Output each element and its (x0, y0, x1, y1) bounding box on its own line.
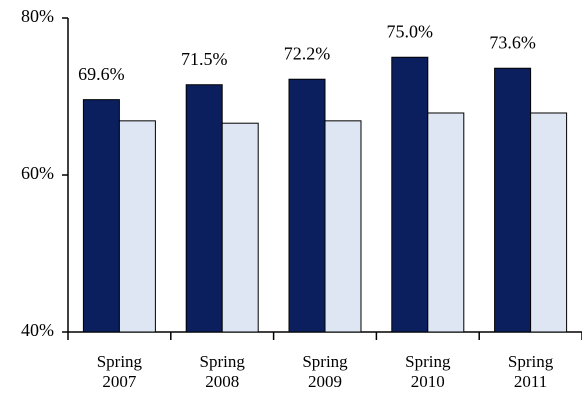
y-tick-label: 60% (21, 163, 54, 183)
bar (288, 78, 326, 333)
y-tick-label: 40% (21, 320, 54, 340)
data-label: 72.2% (284, 43, 331, 63)
x-tick-label: Spring 2007 (96, 352, 143, 391)
bar (221, 122, 259, 333)
bar (324, 120, 362, 333)
x-tick-label: Spring 2011 (507, 352, 554, 391)
bar (391, 56, 429, 333)
data-label: 71.5% (181, 49, 228, 69)
data-label: 75.0% (387, 21, 434, 41)
bar (530, 112, 568, 333)
bar (494, 67, 532, 333)
data-label: 69.6% (78, 64, 125, 84)
data-label: 73.6% (489, 32, 536, 52)
bar (185, 84, 223, 333)
bar (82, 99, 120, 333)
x-tick-label: Spring 2008 (199, 352, 245, 391)
x-tick-label: Spring 2009 (302, 352, 348, 391)
x-tick-label: Spring 2010 (405, 352, 451, 391)
y-tick-label: 80% (21, 6, 54, 26)
bar (427, 112, 465, 333)
bar (118, 120, 156, 333)
